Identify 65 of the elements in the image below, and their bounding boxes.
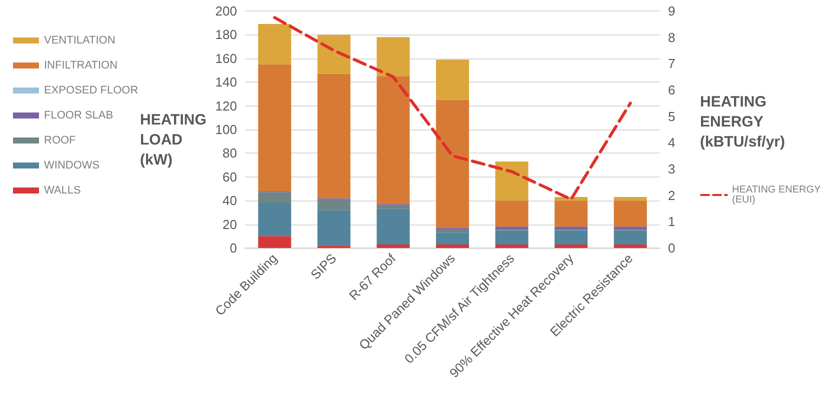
bar bbox=[554, 230, 588, 244]
bar bbox=[554, 200, 588, 227]
y2-tick-label: 0 bbox=[668, 240, 676, 256]
bar bbox=[495, 200, 528, 227]
y2-tick-label: 4 bbox=[668, 135, 676, 150]
legend-label: ROOF bbox=[44, 134, 76, 146]
legend-label: HEATING ENERGY (EUI) bbox=[732, 184, 822, 206]
y-tick-label: 80 bbox=[222, 146, 237, 161]
bar bbox=[436, 100, 469, 228]
y-tick-label: 160 bbox=[215, 50, 237, 66]
bar bbox=[495, 161, 528, 201]
bar bbox=[554, 226, 588, 230]
bar bbox=[258, 236, 292, 248]
bar bbox=[376, 76, 410, 204]
bar bbox=[317, 34, 350, 74]
bar bbox=[436, 244, 469, 248]
y2-tick-label: 3 bbox=[668, 162, 676, 176]
bar bbox=[376, 244, 410, 248]
bar bbox=[614, 226, 647, 230]
legend-label: INFILTRATION bbox=[44, 60, 118, 72]
bar bbox=[614, 230, 647, 244]
bar bbox=[317, 74, 350, 198]
bar bbox=[436, 232, 469, 244]
y-tick-label: 120 bbox=[215, 98, 237, 114]
y-tick-label: 0 bbox=[230, 240, 237, 256]
y-tick-label: 200 bbox=[215, 4, 237, 18]
bar bbox=[436, 229, 469, 233]
bar bbox=[495, 244, 528, 248]
y2-tick-label: 1 bbox=[668, 214, 676, 230]
bar bbox=[614, 200, 647, 227]
y-tick-label: 20 bbox=[222, 216, 237, 232]
y2-axis-title: HEATING ENERGY (kBTU/sf/yr) bbox=[700, 94, 786, 150]
y2-tick-label: 7 bbox=[668, 56, 676, 72]
bar bbox=[258, 202, 292, 236]
bar bbox=[376, 205, 410, 209]
legend-label: WINDOWS bbox=[44, 160, 100, 172]
y-tick-label: 100 bbox=[215, 122, 237, 137]
line-series bbox=[273, 16, 632, 201]
legend-label: EXPOSED FLOOR bbox=[44, 84, 138, 96]
bar bbox=[554, 244, 588, 248]
y-tick-label: 140 bbox=[215, 74, 237, 90]
bar bbox=[258, 64, 292, 192]
y2-tick-label: 8 bbox=[668, 30, 676, 45]
y2-tick-label: 9 bbox=[668, 4, 676, 18]
bar bbox=[376, 208, 410, 244]
bar bbox=[614, 197, 647, 201]
y-tick-label: 180 bbox=[215, 27, 237, 42]
bar bbox=[495, 230, 528, 244]
bar bbox=[495, 226, 528, 230]
bar bbox=[436, 60, 469, 100]
bar bbox=[258, 24, 292, 64]
y2-tick-label: 5 bbox=[668, 108, 676, 124]
bar bbox=[376, 37, 410, 76]
y-tick-label: 40 bbox=[222, 193, 237, 208]
bar bbox=[614, 244, 647, 248]
y-axis-title: HEATING LOAD (kW) bbox=[140, 112, 206, 168]
bar bbox=[258, 192, 292, 203]
y-tick-label: 60 bbox=[222, 169, 237, 184]
legend-label: FLOOR SLAB bbox=[44, 110, 114, 122]
bar bbox=[317, 210, 350, 246]
y2-tick-label: 2 bbox=[668, 188, 676, 203]
legend-label: WALLS bbox=[44, 184, 81, 196]
legend-label: VENTILATION bbox=[44, 34, 116, 46]
y2-tick-label: 6 bbox=[668, 82, 676, 98]
bar bbox=[317, 199, 350, 210]
